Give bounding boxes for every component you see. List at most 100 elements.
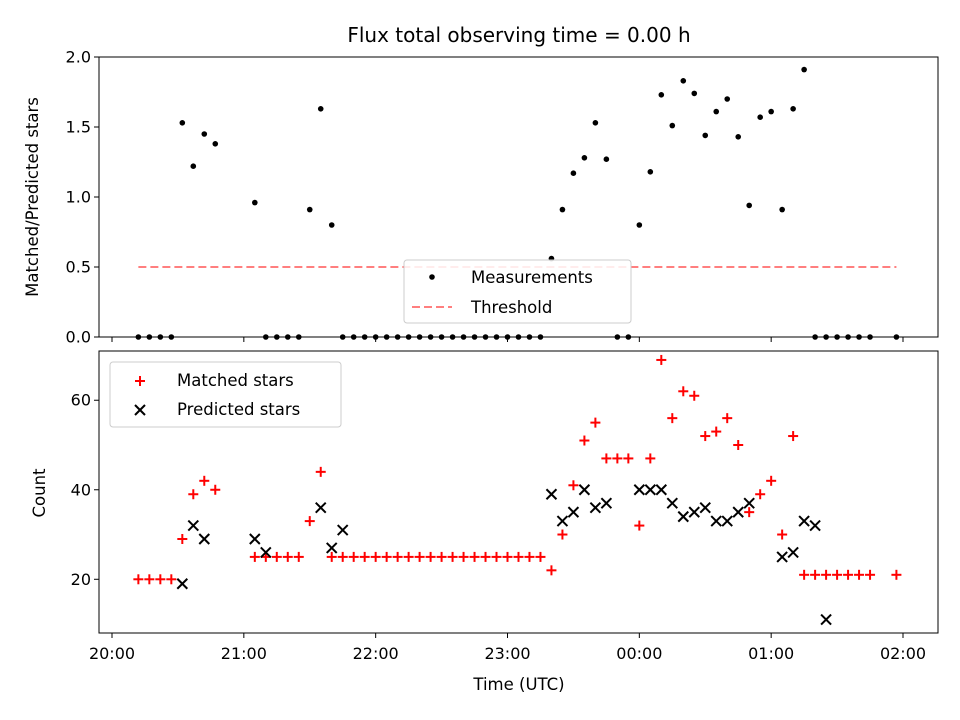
matched-star-point xyxy=(667,413,678,424)
measurement-point xyxy=(570,170,577,176)
measurement-point xyxy=(658,92,665,98)
bottom-legend: Matched stars Predicted stars xyxy=(109,361,342,428)
matched-star-point xyxy=(546,565,557,576)
predicted-star-point xyxy=(326,542,338,554)
matched-star-point xyxy=(832,569,843,580)
matched-star-point xyxy=(623,453,634,464)
predicted-star-point xyxy=(820,613,832,626)
matched-star-point xyxy=(133,574,144,585)
matched-star-point xyxy=(271,551,282,562)
bottom-x-tick-label: 01:00 xyxy=(748,644,794,663)
top-y-axis-label: Matched/Predicted stars xyxy=(23,97,42,297)
predicted-star-point xyxy=(732,506,744,518)
legend-threshold-label: Threshold xyxy=(470,298,552,317)
measurement-point xyxy=(317,106,324,112)
predicted-star-point xyxy=(699,501,711,514)
bottom-x-tick-label: 00:00 xyxy=(616,644,662,663)
top-chart-title: Flux total observing time = 0.00 h xyxy=(347,23,690,47)
matched-star-point xyxy=(700,431,711,442)
matched-star-point xyxy=(293,551,304,562)
predicted-star-point xyxy=(688,506,700,518)
matched-star-point xyxy=(155,574,166,585)
matched-star-point xyxy=(777,529,788,540)
top-y-tick-label: 0.5 xyxy=(66,258,91,277)
bottom-x-tick-label: 23:00 xyxy=(484,644,530,663)
matched-star-point xyxy=(601,453,612,464)
measurement-point xyxy=(581,155,588,161)
matched-star-point xyxy=(177,534,188,544)
matched-star-point xyxy=(348,551,359,562)
legend-measurements-marker xyxy=(429,274,435,280)
predicted-star-point xyxy=(710,515,722,527)
matched-star-point xyxy=(557,529,568,540)
bottom-x-tick-label: 22:00 xyxy=(353,644,399,663)
bottom-x-tick-label: 21:00 xyxy=(221,644,267,663)
matched-star-point xyxy=(425,551,436,562)
matched-star-point xyxy=(491,551,502,562)
measurement-point xyxy=(592,120,599,126)
measurement-point xyxy=(801,66,807,73)
matched-star-point xyxy=(326,551,337,562)
legend-predicted-label: Predicted stars xyxy=(177,400,300,419)
measurement-point xyxy=(559,206,566,213)
legend-matched-marker xyxy=(135,376,145,386)
measurement-point xyxy=(702,132,709,139)
predicted-star-point xyxy=(187,519,200,532)
predicted-star-point xyxy=(249,533,261,545)
top-y-tick-label: 2.0 xyxy=(66,48,91,67)
predicted-star-point xyxy=(198,533,210,545)
matched-star-point xyxy=(722,413,733,424)
measurement-point xyxy=(306,206,313,213)
bottom-y-tick-label: 60 xyxy=(71,391,91,410)
bottom-x-axis-label: Time (UTC) xyxy=(472,675,564,694)
matched-star-point xyxy=(199,475,210,486)
bottom-y-tick-label: 40 xyxy=(71,480,91,499)
matched-star-point xyxy=(755,489,766,500)
predicted-star-point xyxy=(809,519,821,532)
predicted-star-point xyxy=(644,484,657,496)
matched-star-point xyxy=(315,466,326,477)
measurement-point xyxy=(190,163,197,169)
measurement-point xyxy=(768,108,774,115)
matched-star-point xyxy=(634,520,645,531)
bottom-y-tick-label: 20 xyxy=(71,570,91,589)
matched-star-point xyxy=(689,390,700,401)
measurement-point xyxy=(647,169,654,175)
predicted-star-point xyxy=(787,546,799,559)
matched-star-point xyxy=(568,480,579,491)
matched-star-point xyxy=(612,453,623,464)
predicted-star-point xyxy=(260,546,272,559)
matched-star-point xyxy=(656,354,667,365)
predicted-star-point xyxy=(176,578,189,590)
predicted-star-point xyxy=(337,524,349,536)
measurement-point xyxy=(636,222,643,228)
matched-star-point xyxy=(891,569,902,580)
bottom-x-tick-label: 02:00 xyxy=(880,644,926,663)
measurement-point xyxy=(328,222,335,228)
matched-star-point xyxy=(579,435,590,446)
measurement-point xyxy=(603,156,610,162)
predicted-star-point xyxy=(677,510,689,523)
measurement-point xyxy=(691,90,698,97)
matched-star-point xyxy=(535,551,546,562)
predicted-star-point xyxy=(556,515,569,527)
matched-star-point xyxy=(210,484,221,495)
legend-matched-label: Matched stars xyxy=(177,371,294,390)
predicted-star-point xyxy=(545,488,558,500)
predicted-star-point xyxy=(567,506,580,518)
matched-star-point xyxy=(282,551,293,562)
matched-star-point xyxy=(766,475,777,486)
measurement-point xyxy=(252,199,258,206)
matched-star-point xyxy=(392,551,403,562)
matched-star-point xyxy=(854,569,865,580)
matched-star-point xyxy=(744,507,755,518)
predicted-star-point xyxy=(315,501,327,514)
top-legend: Measurements Threshold xyxy=(403,259,632,324)
matched-star-point xyxy=(359,551,370,562)
matched-star-point xyxy=(865,569,876,580)
legend-predicted-marker xyxy=(134,404,146,416)
matched-star-point xyxy=(249,551,260,562)
measurement-point xyxy=(212,141,219,147)
matched-star-point xyxy=(480,551,491,562)
matched-star-point xyxy=(414,551,425,562)
